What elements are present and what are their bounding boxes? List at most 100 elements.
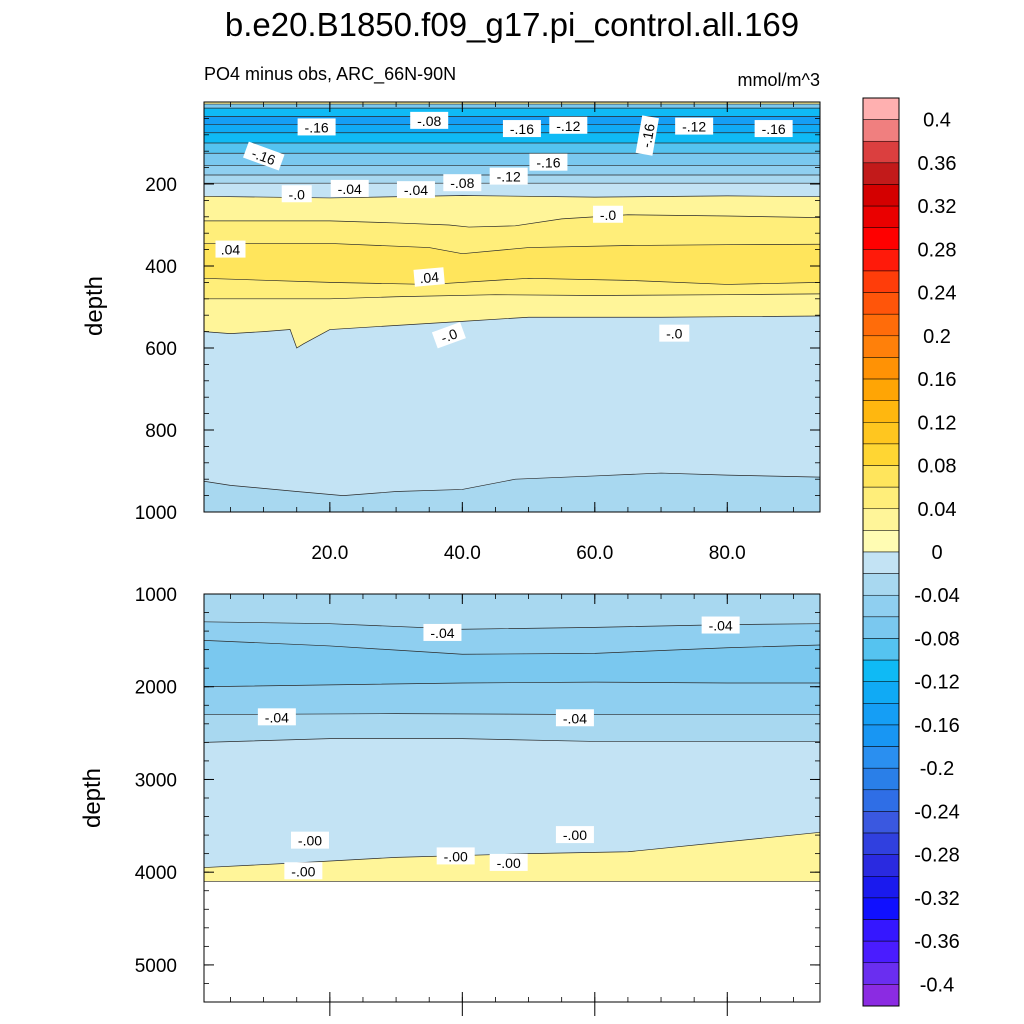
svg-text:-.00: -.00 (291, 863, 315, 879)
colorbar-swatch (862, 767, 900, 791)
chart-units: mmol/m^3 (738, 70, 820, 90)
svg-text:.04: .04 (419, 269, 440, 287)
lower-contour-1 (204, 621, 820, 630)
colorbar-swatch (862, 270, 900, 293)
upper-contour-14 (204, 277, 820, 285)
upper-contour-label-16: .04 (413, 267, 445, 287)
colorbar-swatch (862, 724, 900, 747)
lower-contour-label-0: -.04 (423, 623, 462, 641)
upper-ytick-label: 200 (145, 175, 177, 196)
lower-contour-label-1: -.04 (701, 616, 740, 634)
colorbar-label: 0 (931, 542, 942, 564)
svg-text:-.04: -.04 (709, 618, 733, 634)
colorbar-swatch (862, 919, 900, 942)
upper-contour-12 (204, 214, 820, 228)
lower-contour-label-6: -.00 (436, 847, 475, 865)
lower-ytick-label: 4000 (135, 863, 177, 884)
xtick-label: 60.0 (576, 543, 613, 564)
lower-contour-label-2: -.04 (257, 708, 296, 726)
colorbar-label: -0.4 (920, 974, 954, 996)
colorbar-swatch (862, 205, 900, 228)
svg-text:-.00: -.00 (298, 833, 322, 849)
svg-text:-.0: -.0 (600, 207, 617, 223)
colorbar-swatch (862, 140, 900, 164)
lower-ytick-label: 2000 (135, 678, 177, 699)
lower-contour-label-8: -.00 (284, 862, 323, 880)
colorbar-swatch (862, 573, 900, 596)
lower-contour-3 (204, 681, 820, 688)
colorbar-label: 0.12 (918, 412, 957, 434)
svg-text:-.00: -.00 (563, 827, 587, 843)
upper-panel: -.16 -.08 -.16 -.12 -.16 -.12 -.16 -.16 -.16 -.12… (135, 101, 821, 564)
upper-ytick-label: 1000 (135, 503, 177, 524)
upper-contour-label-18: -.0 (659, 324, 690, 342)
upper-contour-label-6: -.16 (754, 120, 793, 138)
svg-text:-.04: -.04 (430, 625, 454, 641)
upper-ylabel: depth (81, 276, 108, 336)
lower-contour-label-7: -.00 (489, 853, 528, 871)
chart-title: b.e20.B1850.f09_g17.pi_control.all.169 (225, 6, 799, 43)
svg-text:-.16: -.16 (250, 145, 278, 168)
svg-text:-.04: -.04 (404, 182, 428, 198)
colorbar-swatch (862, 486, 900, 510)
svg-text:-.16: -.16 (762, 121, 786, 137)
colorbar-swatch (862, 681, 900, 704)
upper-contour-16 (204, 315, 820, 349)
colorbar-swatch (862, 962, 900, 985)
upper-contour-label-3: -.12 (549, 116, 588, 134)
svg-text:-.16: -.16 (305, 119, 329, 135)
colorbar-swatch (862, 703, 900, 726)
colorbar-swatch (862, 746, 900, 769)
colorbar-swatch (862, 897, 900, 920)
svg-text:-.12: -.12 (682, 119, 706, 135)
colorbar-swatch (862, 638, 900, 661)
colorbar-swatch (862, 378, 900, 401)
upper-contour-label-13: -.0 (281, 185, 312, 203)
colorbar-label: -0.24 (914, 801, 960, 823)
svg-text:-.04: -.04 (265, 709, 289, 725)
lower-contour-label-4: -.00 (290, 831, 329, 849)
colorbar-swatch (862, 357, 900, 380)
svg-text:-.08: -.08 (450, 175, 474, 191)
lower-ylabel: depth (79, 768, 106, 828)
colorbar-swatch (862, 97, 900, 120)
colorbar-swatch (862, 162, 900, 185)
xtick-label: 40.0 (444, 543, 481, 564)
svg-text:-.16: -.16 (638, 122, 658, 149)
upper-contour-label-0: -.16 (297, 118, 336, 136)
svg-text:-.16: -.16 (536, 155, 560, 171)
upper-contour-label-9: -.12 (489, 167, 528, 185)
svg-text:-.04: -.04 (338, 181, 362, 197)
svg-text:-.00: -.00 (497, 855, 521, 871)
colorbar-label: -0.12 (914, 672, 960, 694)
upper-contour-label-5: -.12 (675, 117, 714, 135)
svg-text:-.04: -.04 (563, 710, 587, 726)
upper-contour-label-1: -.08 (410, 111, 449, 129)
lower-contour-4 (204, 713, 820, 715)
colorbar-label: -0.16 (914, 715, 960, 737)
colorbar-swatch (862, 832, 900, 855)
colorbar-label: 0.32 (918, 196, 957, 218)
upper-contour-label-4: -.16 (635, 115, 659, 156)
upper-band-16 (204, 316, 820, 512)
colorbar-label: -0.04 (914, 585, 960, 607)
lower-ytick-label: 1000 (135, 585, 177, 606)
lower-panel: -.04 -.04 -.04 -.04 -.00 -.00 -.00 -.00 -.00 1000… (135, 585, 821, 1016)
upper-contour-15 (204, 293, 820, 300)
svg-text:-.12: -.12 (497, 169, 521, 185)
colorbar-swatch (862, 400, 900, 423)
lower-contour-label-5: -.00 (555, 826, 594, 844)
colorbar-label: 0.36 (918, 153, 957, 175)
colorbar-label: 0.2 (923, 326, 951, 348)
colorbar: 0.4 0.36 0.32 0.28 0.24 0.2 0.16 0.12 0.08 0.04 0 -… (862, 97, 960, 1007)
colorbar-swatch (862, 249, 900, 272)
colorbar-swatch (862, 811, 900, 834)
svg-text:-.08: -.08 (417, 113, 441, 129)
chart-subtitle: PO4 minus obs, ARC_66N-90N (204, 64, 456, 85)
colorbar-label: 0.4 (923, 110, 951, 132)
colorbar-swatch (862, 119, 900, 142)
upper-band-17 (204, 473, 820, 512)
colorbar-label: 0.16 (918, 369, 957, 391)
svg-text:-.0: -.0 (439, 325, 460, 346)
